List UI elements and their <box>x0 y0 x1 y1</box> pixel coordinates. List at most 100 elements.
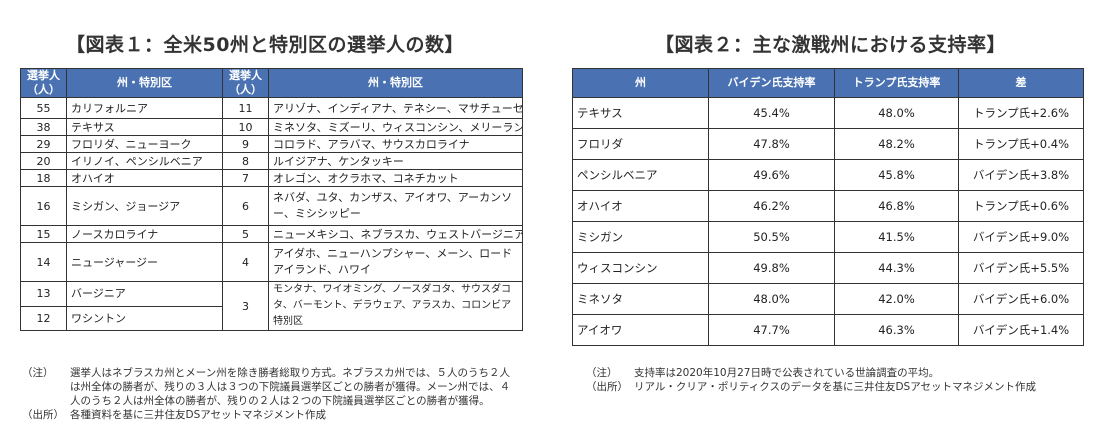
source-text: 各種資料を基に三井住友DSアセットマネジメント作成 <box>70 409 327 421</box>
electors-count: 18 <box>20 169 67 187</box>
electors-count: 9 <box>222 135 269 153</box>
state-list: アリゾナ、インディアナ、テネシー、マサチューセッツ <box>268 97 523 119</box>
table1-title: 【図表１：全米50州と特別区の選挙人の数】 <box>66 34 464 56</box>
table-row: フロリダ 47.8% 48.2% トランプ氏+0.4% <box>572 128 1084 160</box>
state-list: ノースカロライナ <box>66 225 223 243</box>
electors-count: 12 <box>20 305 67 331</box>
rate-diff: トランプ氏+2.6% <box>958 97 1084 129</box>
note-label: （注） <box>586 367 618 379</box>
electors-table: 選挙人（人） 州・特別区 選挙人（人） 州・特別区 55 カリフォルニア 11 … <box>20 68 523 331</box>
biden-rate: 48.0% <box>708 283 835 315</box>
state-name: フロリダ <box>572 128 709 160</box>
header-diff: 差 <box>958 68 1084 98</box>
state-list: フロリダ、ニューヨーク <box>66 135 223 153</box>
electors-count: 4 <box>222 242 269 282</box>
electors-count: 5 <box>222 225 269 243</box>
table1-notes: （注） 選挙人はネブラスカ州とメーン州を除き勝者総取り方式。ネブラスカ州では、５… <box>22 366 512 422</box>
table2-title: 【図表２：主な激戦州における支持率】 <box>655 34 1007 56</box>
biden-rate: 46.2% <box>708 190 835 222</box>
header-state: 州・特別区 <box>66 68 223 98</box>
trump-rate: 44.3% <box>834 252 959 284</box>
biden-rate: 47.8% <box>708 128 835 160</box>
table-row: 55 カリフォルニア 11 アリゾナ、インディアナ、テネシー、マサチューセッツ <box>20 97 523 119</box>
state-name: オハイオ <box>572 190 709 222</box>
state-list: オハイオ <box>66 169 223 187</box>
state-list: モンタナ、ワイオミング、ノースダコタ、サウスダコタ、バーモント、デラウェア、アラ… <box>268 281 523 331</box>
electors-count: 10 <box>222 118 269 136</box>
electors-count: 14 <box>20 242 67 282</box>
electors-count: 55 <box>20 97 67 119</box>
electors-count: 8 <box>222 152 269 170</box>
electors-count: 38 <box>20 118 67 136</box>
state-name: ミシガン <box>572 221 709 253</box>
state-list: ニューメキシコ、ネブラスカ、ウェストバージニア <box>268 225 523 243</box>
electors-count: 29 <box>20 135 67 153</box>
source-text: リアル・クリア・ポリティクスのデータを基に三井住友DSアセットマネジメント作成 <box>634 381 1036 393</box>
state-name: ミネソタ <box>572 283 709 315</box>
rate-diff: バイデン氏+9.0% <box>958 221 1084 253</box>
state-list: ルイジアナ、ケンタッキー <box>268 152 523 170</box>
polls-table: 州 バイデン氏支持率 トランプ氏支持率 差 テキサス 45.4% 48.0% トランプ… <box>572 68 1084 346</box>
table-row: 14 ニュージャージー 4 アイダホ、ニューハンプシャー、メーン、ロードアイラン… <box>20 242 523 282</box>
rate-diff: バイデン氏+3.8% <box>958 159 1084 191</box>
state-list: ミシガン、ジョージア <box>66 186 223 226</box>
table-row: オハイオ 46.2% 46.8% トランプ氏+0.6% <box>572 190 1084 222</box>
table-row: 15 ノースカロライナ 5 ニューメキシコ、ネブラスカ、ウェストバージニア <box>20 225 523 243</box>
state-list: ニュージャージー <box>66 242 223 282</box>
table-row: 18 オハイオ 7 オレゴン、オクラホマ、コネチカット <box>20 169 523 187</box>
rate-diff: バイデン氏+1.4% <box>958 314 1084 346</box>
state-list: ネバダ、ユタ、カンザス、アイオワ、アーカンソー、ミシシッピー <box>268 186 523 226</box>
state-name: アイオワ <box>572 314 709 346</box>
trump-rate: 46.8% <box>834 190 959 222</box>
rate-diff: トランプ氏+0.4% <box>958 128 1084 160</box>
electors-count: 13 <box>20 281 67 307</box>
electors-count: 11 <box>222 97 269 119</box>
table-row: 13 バージニア 3 モンタナ、ワイオミング、ノースダコタ、サウスダコタ、バーモ… <box>20 281 523 331</box>
note-text: 選挙人はネブラスカ州とメーン州を除き勝者総取り方式。ネブラスカ州では、５人のうち… <box>70 367 511 407</box>
header-biden: バイデン氏支持率 <box>708 68 835 98</box>
header-electors: 選挙人（人） <box>222 68 269 98</box>
table-row: ウィスコンシン 49.8% 44.3% バイデン氏+5.5% <box>572 252 1084 284</box>
biden-rate: 49.8% <box>708 252 835 284</box>
header-trump: トランプ氏支持率 <box>834 68 959 98</box>
electors-count: 16 <box>20 186 67 226</box>
trump-rate: 41.5% <box>834 221 959 253</box>
state-list: コロラド、アラバマ、サウスカロライナ <box>268 135 523 153</box>
electors-count: 3 <box>222 281 269 331</box>
table-row: 12 ワシントン <box>20 305 523 331</box>
electors-count: 7 <box>222 169 269 187</box>
biden-rate: 47.7% <box>708 314 835 346</box>
table-row: 29 フロリダ、ニューヨーク 9 コロラド、アラバマ、サウスカロライナ <box>20 135 523 153</box>
state-list: アイダホ、ニューハンプシャー、メーン、ロードアイランド、ハワイ <box>268 242 523 282</box>
table-row: 20 イリノイ、ペンシルベニア 8 ルイジアナ、ケンタッキー <box>20 152 523 170</box>
header-electors: 選挙人（人） <box>20 68 67 98</box>
table-row: 16 ミシガン、ジョージア 6 ネバダ、ユタ、カンザス、アイオワ、アーカンソー、… <box>20 186 523 226</box>
state-name: ペンシルベニア <box>572 159 709 191</box>
header-state: 州 <box>572 68 709 98</box>
trump-rate: 48.0% <box>834 97 959 129</box>
electors-count: 15 <box>20 225 67 243</box>
trump-rate: 42.0% <box>834 283 959 315</box>
state-list: オレゴン、オクラホマ、コネチカット <box>268 169 523 187</box>
state-list: テキサス <box>66 118 223 136</box>
trump-rate: 46.3% <box>834 314 959 346</box>
table-row: ミシガン 50.5% 41.5% バイデン氏+9.0% <box>572 221 1084 253</box>
header-state: 州・特別区 <box>268 68 523 98</box>
table-row: アイオワ 47.7% 46.3% バイデン氏+1.4% <box>572 314 1084 346</box>
table-row: テキサス 45.4% 48.0% トランプ氏+2.6% <box>572 97 1084 129</box>
table-row: 38 テキサス 10 ミネソタ、ミズーリ、ウィスコンシン、メリーランド <box>20 118 523 136</box>
note-text: 支持率は2020年10月27日時で公表されている世論調査の平均。 <box>634 367 940 379</box>
trump-rate: 45.8% <box>834 159 959 191</box>
state-list: ミネソタ、ミズーリ、ウィスコンシン、メリーランド <box>268 118 523 136</box>
table2-notes: （注） 支持率は2020年10月27日時で公表されている世論調査の平均。 （出所… <box>586 366 1086 394</box>
rate-diff: トランプ氏+0.6% <box>958 190 1084 222</box>
rate-diff: バイデン氏+5.5% <box>958 252 1084 284</box>
note-label: （注） <box>22 367 54 379</box>
rate-diff: バイデン氏+6.0% <box>958 283 1084 315</box>
electors-count: 20 <box>20 152 67 170</box>
state-list: イリノイ、ペンシルベニア <box>66 152 223 170</box>
state-list: ワシントン <box>66 305 223 331</box>
table-row: ペンシルベニア 49.6% 45.8% バイデン氏+3.8% <box>572 159 1084 191</box>
trump-rate: 48.2% <box>834 128 959 160</box>
biden-rate: 49.6% <box>708 159 835 191</box>
